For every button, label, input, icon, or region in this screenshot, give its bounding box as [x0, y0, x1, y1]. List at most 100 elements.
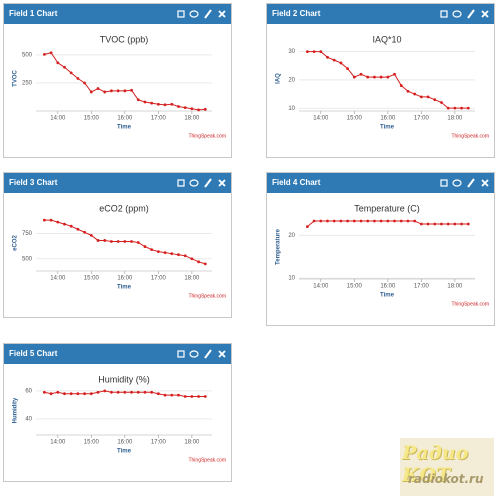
data-point — [96, 239, 100, 242]
data-point — [163, 393, 167, 397]
data-point — [76, 77, 80, 80]
icon-comment[interactable] — [452, 179, 462, 187]
data-point — [156, 250, 160, 254]
icon-edit[interactable] — [467, 178, 475, 188]
icon-close[interactable] — [218, 350, 226, 358]
data-point — [359, 219, 363, 223]
data-point — [136, 98, 140, 102]
plot: Humidity (%) Humidity Time ThingSpeak.com 40… — [13, 374, 226, 463]
data-point — [83, 81, 87, 85]
icon-close[interactable] — [481, 10, 489, 18]
icon-comment[interactable] — [189, 350, 199, 358]
data-point — [386, 219, 390, 223]
data-point — [197, 395, 200, 398]
data-point — [42, 218, 46, 222]
icon-comment[interactable] — [452, 10, 462, 18]
y-tick-label: 750 — [22, 231, 33, 237]
x-axis-label: Time — [117, 125, 132, 131]
data-point — [110, 240, 113, 243]
plot: IAQ*10 IAQ Time ThingSpeak.com 10 20 30 14:00 15… — [276, 34, 489, 139]
data-point — [413, 92, 417, 96]
data-point — [460, 106, 463, 110]
data-point — [69, 224, 73, 228]
x-tick-label: 14:00 — [50, 440, 66, 446]
icon-open[interactable] — [177, 350, 185, 358]
x-tick-label: 15:00 — [84, 276, 100, 282]
icon-edit[interactable] — [204, 178, 212, 188]
data-point — [419, 222, 423, 226]
data-point — [197, 108, 200, 112]
data-point — [339, 61, 343, 65]
x-tick-label: 17:00 — [151, 116, 167, 122]
data-point — [393, 219, 396, 223]
y-tick-label: 500 — [22, 256, 33, 262]
chart-panel: Field 1 Chart TVOC (ppb) TVOC Time ThingSpe… — [3, 3, 232, 158]
chart-panel: Field 4 Chart Temperature (C) Temperature… — [266, 172, 495, 326]
data-point — [312, 50, 316, 54]
data-point — [150, 101, 154, 105]
data-point — [339, 219, 343, 223]
x-tick-label: 15:00 — [347, 116, 363, 122]
data-point — [203, 395, 207, 398]
panel-title: Field 4 Chart — [272, 178, 321, 187]
icon-comment[interactable] — [189, 179, 199, 187]
icon-comment[interactable] — [189, 10, 199, 18]
data-point — [177, 393, 180, 397]
x-tick-label: 18:00 — [447, 116, 463, 122]
data-point — [346, 67, 350, 71]
data-point — [446, 106, 450, 110]
data-point — [116, 240, 120, 243]
plot: Temperature (C) Temperature Time ThingSpeak… — [276, 203, 489, 307]
data-point — [170, 102, 174, 106]
data-point — [123, 390, 127, 394]
x-tick-label: 17:00 — [151, 276, 167, 282]
icon-edit[interactable] — [467, 9, 475, 19]
y-tick-label: 60 — [25, 388, 32, 394]
x-axis-label: Time — [117, 285, 132, 291]
icon-open[interactable] — [177, 179, 185, 187]
data-point — [103, 239, 107, 242]
data-point — [332, 219, 336, 223]
data-point — [332, 58, 336, 62]
panel-title: Field 2 Chart — [272, 9, 321, 18]
data-point — [150, 390, 154, 394]
panel-icons — [440, 178, 489, 188]
icon-edit[interactable] — [204, 9, 212, 19]
data-point — [352, 219, 356, 223]
data-point — [460, 222, 463, 226]
panel-header: Field 2 Chart — [267, 4, 494, 24]
data-point — [96, 87, 100, 90]
data-point — [386, 75, 390, 79]
data-point — [69, 392, 73, 396]
icon-edit[interactable] — [204, 349, 212, 359]
data-point — [446, 222, 450, 226]
data-point — [177, 105, 180, 108]
icon-open[interactable] — [440, 10, 448, 18]
data-point — [116, 89, 120, 93]
data-point — [305, 225, 309, 228]
y-axis-label: IAQ — [276, 73, 282, 84]
panel-icons — [177, 349, 226, 359]
data-point — [453, 106, 457, 110]
x-tick-label: 16:00 — [117, 276, 133, 282]
x-tick-label: 14:00 — [313, 284, 329, 290]
icon-open[interactable] — [177, 10, 185, 18]
x-tick-label: 16:00 — [380, 284, 396, 290]
data-point — [440, 222, 443, 226]
panel-icons — [177, 178, 226, 188]
y-tick-label: 20 — [288, 77, 295, 83]
icon-close[interactable] — [218, 10, 226, 18]
data-point — [150, 248, 154, 252]
icon-open[interactable] — [440, 179, 448, 187]
data-point — [89, 233, 93, 237]
icon-close[interactable] — [218, 179, 226, 187]
data-point — [190, 107, 194, 111]
data-point — [426, 222, 430, 226]
data-point — [406, 219, 410, 223]
y-axis-label: TVOC — [13, 70, 19, 87]
icon-close[interactable] — [481, 179, 489, 187]
x-tick-label: 18:00 — [184, 276, 200, 282]
data-point — [83, 392, 87, 396]
data-point — [177, 253, 180, 257]
